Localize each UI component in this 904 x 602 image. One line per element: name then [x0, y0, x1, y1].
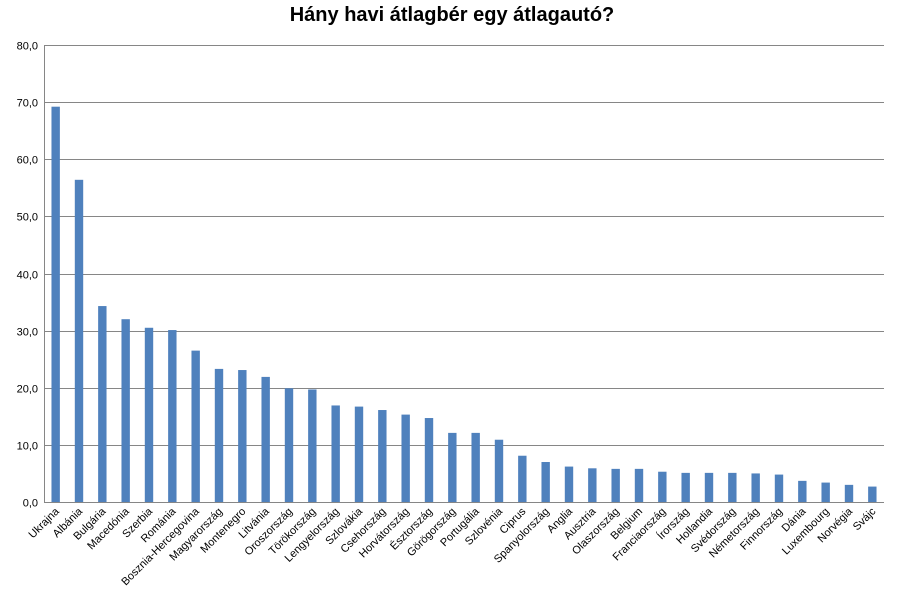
bar [168, 330, 177, 502]
bar [518, 455, 527, 502]
y-tick-label: 80,0 [17, 41, 38, 53]
y-axis-tick-labels: 0,0 10,0 20,0 30,0 40,0 50,0 60,0 70,0 80,0 [17, 41, 38, 510]
bar [728, 472, 737, 502]
bar [308, 389, 317, 502]
bar [844, 484, 854, 502]
bar [494, 439, 504, 502]
bar [541, 462, 550, 502]
bar [611, 468, 620, 502]
bar [121, 319, 130, 502]
bar [51, 106, 60, 502]
y-tick-label: 0,0 [23, 498, 38, 510]
bar [214, 368, 224, 502]
bar [401, 414, 410, 502]
x-tick-label: Svájc [851, 505, 879, 533]
gridlines [44, 45, 884, 446]
chart-title: Hány havi átlagbér egy átlagautó? [289, 4, 615, 26]
bars [51, 106, 877, 502]
bar [588, 468, 597, 502]
bar [238, 370, 247, 502]
bar [658, 471, 667, 502]
bar [331, 405, 340, 502]
bar [681, 472, 690, 502]
bar [98, 306, 107, 502]
bar [564, 466, 574, 502]
bar [774, 474, 784, 502]
bar [354, 406, 364, 502]
bar [471, 432, 480, 502]
y-tick-label: 40,0 [17, 270, 38, 282]
bar [868, 486, 877, 502]
x-axis-tick-labels: UkrajnaAlbániaBulgáriaMacedóniaSzerbiaRo… [27, 505, 879, 588]
bar [74, 179, 84, 502]
bar [284, 388, 294, 502]
y-tick-label: 70,0 [17, 98, 38, 110]
bar [751, 473, 760, 502]
y-tick-label: 50,0 [17, 212, 38, 224]
bar [144, 327, 154, 502]
bar [448, 432, 457, 502]
y-tick-label: 10,0 [17, 441, 38, 453]
bar [424, 418, 434, 502]
bar [704, 472, 714, 502]
y-tick-label: 20,0 [17, 384, 38, 396]
bar [191, 350, 200, 502]
bar [821, 482, 830, 502]
bar [378, 410, 387, 502]
bar [261, 376, 270, 502]
y-tick-label: 30,0 [17, 327, 38, 339]
y-tick-label: 60,0 [17, 155, 38, 167]
bar [634, 468, 644, 502]
bar [798, 480, 807, 502]
